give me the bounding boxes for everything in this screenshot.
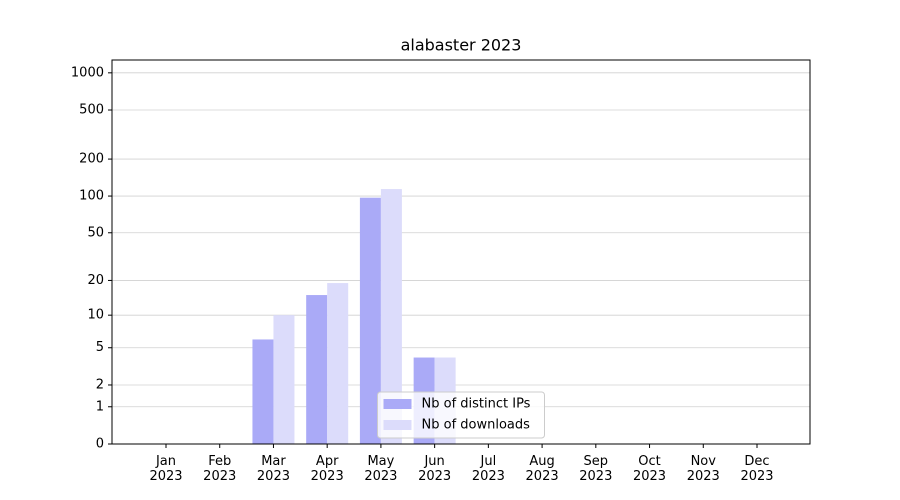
legend-label: Nb of distinct IPs: [422, 397, 531, 412]
legend-box: [377, 391, 545, 439]
x-tick-label: May 2023: [364, 454, 397, 484]
y-tick-label: 1000: [71, 65, 104, 80]
bar: [359, 197, 381, 444]
x-tick-label: Apr 2023: [311, 454, 344, 484]
x-tick-label: Jan 2023: [149, 454, 182, 484]
x-tick-label: Jun 2023: [418, 454, 451, 484]
legend-swatch: [383, 399, 412, 409]
bar: [252, 339, 274, 444]
legend-swatch: [383, 420, 412, 430]
y-tick-label: 50: [87, 225, 104, 240]
bar: [380, 189, 402, 444]
x-tick-label: Jul 2023: [472, 454, 505, 484]
x-tick-label: Dec 2023: [740, 454, 773, 484]
y-tick-label: 1: [96, 399, 104, 414]
chart-title: alabaster 2023: [401, 36, 522, 55]
bar: [327, 283, 349, 444]
x-tick-label: Nov 2023: [687, 454, 720, 484]
y-tick-label: 0: [96, 437, 104, 452]
y-tick-label: 200: [79, 152, 104, 167]
grid: [112, 72, 810, 445]
y-tick-label: 500: [79, 103, 104, 118]
x-tick-label: Feb 2023: [203, 454, 236, 484]
legend-label: Nb of downloads: [422, 418, 531, 433]
y-tick-label: 20: [87, 273, 104, 288]
bar: [306, 295, 328, 444]
plot-frame: [111, 59, 811, 445]
y-tick-label: 2: [96, 377, 104, 392]
y-tick-label: 5: [96, 340, 104, 355]
x-tick-label: Mar 2023: [257, 454, 290, 484]
y-tick-label: 100: [79, 189, 104, 204]
y-tick-label: 10: [87, 308, 104, 323]
x-tick-label: Oct 2023: [633, 454, 666, 484]
x-tick-label: Aug 2023: [526, 454, 559, 484]
x-tick-label: Sep 2023: [579, 454, 612, 484]
bar: [273, 315, 295, 444]
